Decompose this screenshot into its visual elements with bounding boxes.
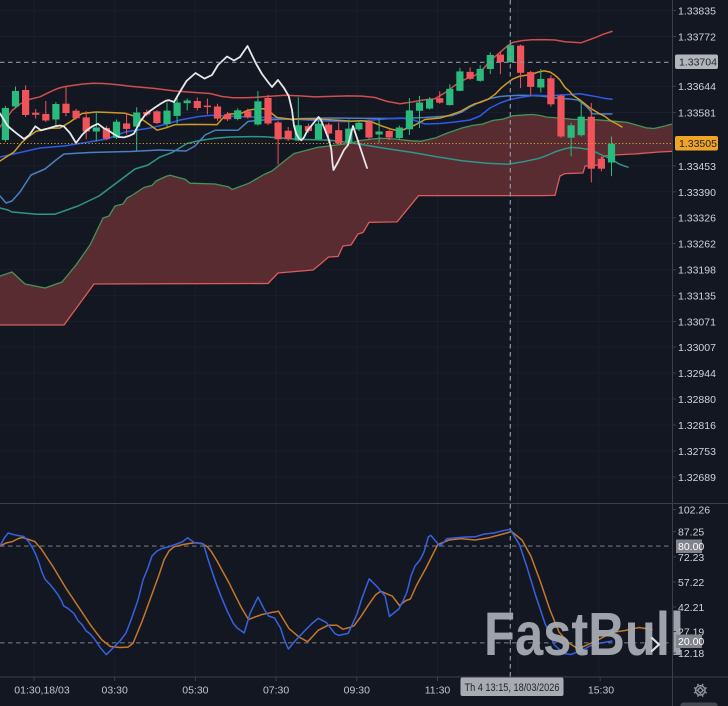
- svg-text:1.32944: 1.32944: [678, 368, 716, 380]
- svg-text:03:30: 03:30: [102, 685, 128, 697]
- svg-text:87.25: 87.25: [678, 526, 704, 538]
- svg-text:80.00: 80.00: [678, 541, 704, 553]
- svg-text:01:30,18/03: 01:30,18/03: [14, 685, 70, 697]
- svg-text:Th 4 13:15, 18/03/2026: Th 4 13:15, 18/03/2026: [465, 682, 560, 694]
- svg-text:42.21: 42.21: [678, 602, 704, 614]
- svg-text:1.33071: 1.33071: [678, 316, 716, 328]
- svg-text:1.33704: 1.33704: [679, 57, 717, 69]
- svg-text:12.18: 12.18: [678, 648, 704, 660]
- svg-text:1.33644: 1.33644: [678, 81, 716, 93]
- svg-text:1.33772: 1.33772: [678, 31, 716, 43]
- svg-text:1.33007: 1.33007: [678, 342, 716, 354]
- svg-text:1.33835: 1.33835: [678, 6, 716, 18]
- svg-text:FastBull: FastBull: [484, 600, 684, 668]
- svg-text:1.33453: 1.33453: [678, 161, 716, 173]
- svg-text:72.23: 72.23: [678, 552, 704, 564]
- svg-text:20.00: 20.00: [678, 636, 704, 648]
- svg-text:1.33198: 1.33198: [678, 265, 716, 277]
- svg-text:102.26: 102.26: [678, 504, 710, 516]
- svg-text:15:30: 15:30: [588, 685, 614, 697]
- svg-text:1.33262: 1.33262: [678, 239, 716, 251]
- svg-text:07:30: 07:30: [263, 685, 289, 697]
- svg-text:1.33135: 1.33135: [678, 291, 716, 303]
- svg-text:57.22: 57.22: [678, 577, 704, 589]
- svg-text:1.32689: 1.32689: [678, 472, 716, 484]
- svg-text:1.33505: 1.33505: [679, 138, 717, 150]
- svg-text:11:30: 11:30: [425, 685, 451, 697]
- svg-text:1.33581: 1.33581: [678, 107, 716, 119]
- svg-text:09:30: 09:30: [344, 685, 370, 697]
- svg-text:05:30: 05:30: [182, 685, 208, 697]
- svg-text:1.32753: 1.32753: [678, 446, 716, 458]
- svg-text:1.32880: 1.32880: [678, 394, 716, 406]
- svg-text:1.32816: 1.32816: [678, 420, 716, 432]
- svg-text:1.33390: 1.33390: [678, 187, 716, 199]
- svg-text:1.33326: 1.33326: [678, 213, 716, 225]
